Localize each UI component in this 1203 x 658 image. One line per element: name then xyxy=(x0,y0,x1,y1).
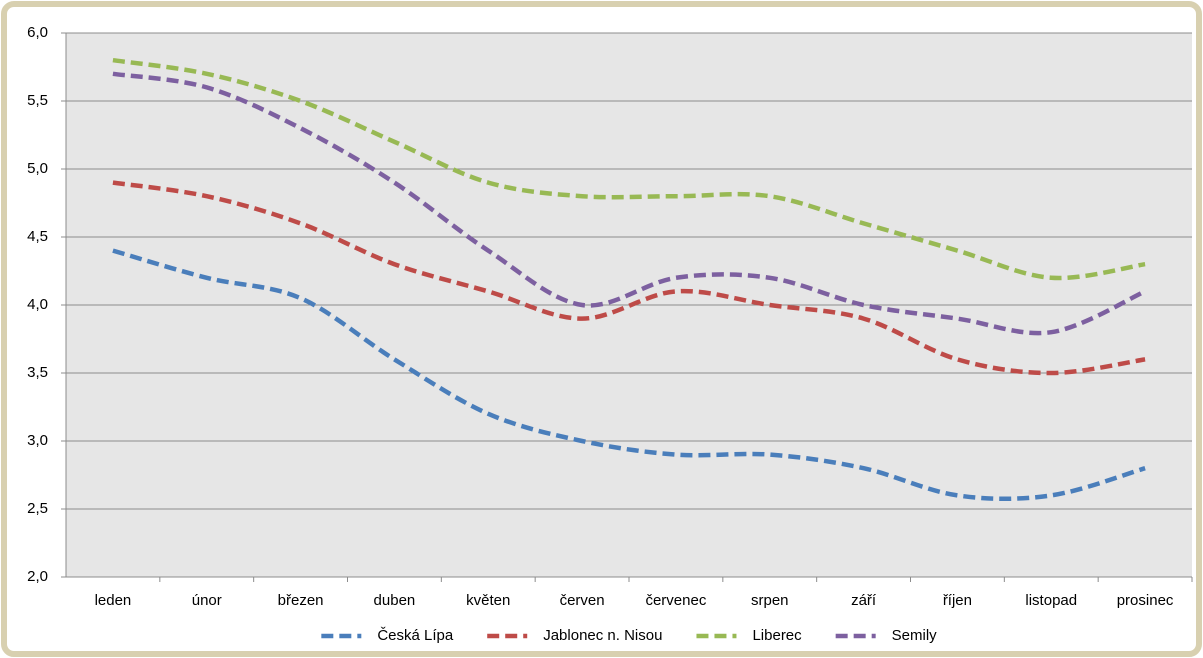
series-line xyxy=(112,180,1146,376)
series-line xyxy=(112,71,1147,336)
y-tick-label: 2,0 xyxy=(27,568,48,585)
legend-label: Česká Lípa xyxy=(377,627,454,644)
y-tick-label: 4,5 xyxy=(27,228,48,245)
x-tick-label: srpen xyxy=(751,592,789,609)
x-tick-label: leden xyxy=(95,592,132,609)
y-tick-label: 6,0 xyxy=(27,24,48,41)
x-tick-label: červenec xyxy=(645,592,706,609)
x-tick-label: květen xyxy=(466,592,510,609)
x-tick-label: říjen xyxy=(943,592,972,609)
x-tick-label: prosinec xyxy=(1117,592,1174,609)
y-tick-label: 4,0 xyxy=(27,296,48,313)
y-tick-label: 5,5 xyxy=(27,92,48,109)
y-tick-label: 5,0 xyxy=(27,160,48,177)
x-tick-label: září xyxy=(851,592,877,609)
x-tick-label: červen xyxy=(560,592,605,609)
series-line xyxy=(112,57,1146,281)
y-tick-label: 3,0 xyxy=(27,432,48,449)
x-tick-label: duben xyxy=(374,592,416,609)
x-tick-label: listopad xyxy=(1025,592,1077,609)
legend-label: Jablonec n. Nisou xyxy=(543,627,662,644)
series-line xyxy=(112,248,1146,502)
legend-label: Liberec xyxy=(752,627,802,644)
x-tick-label: únor xyxy=(192,592,222,609)
legend-label: Semily xyxy=(892,627,938,644)
y-tick-label: 3,5 xyxy=(27,364,48,381)
y-tick-label: 2,5 xyxy=(27,500,48,517)
x-tick-label: březen xyxy=(278,592,324,609)
